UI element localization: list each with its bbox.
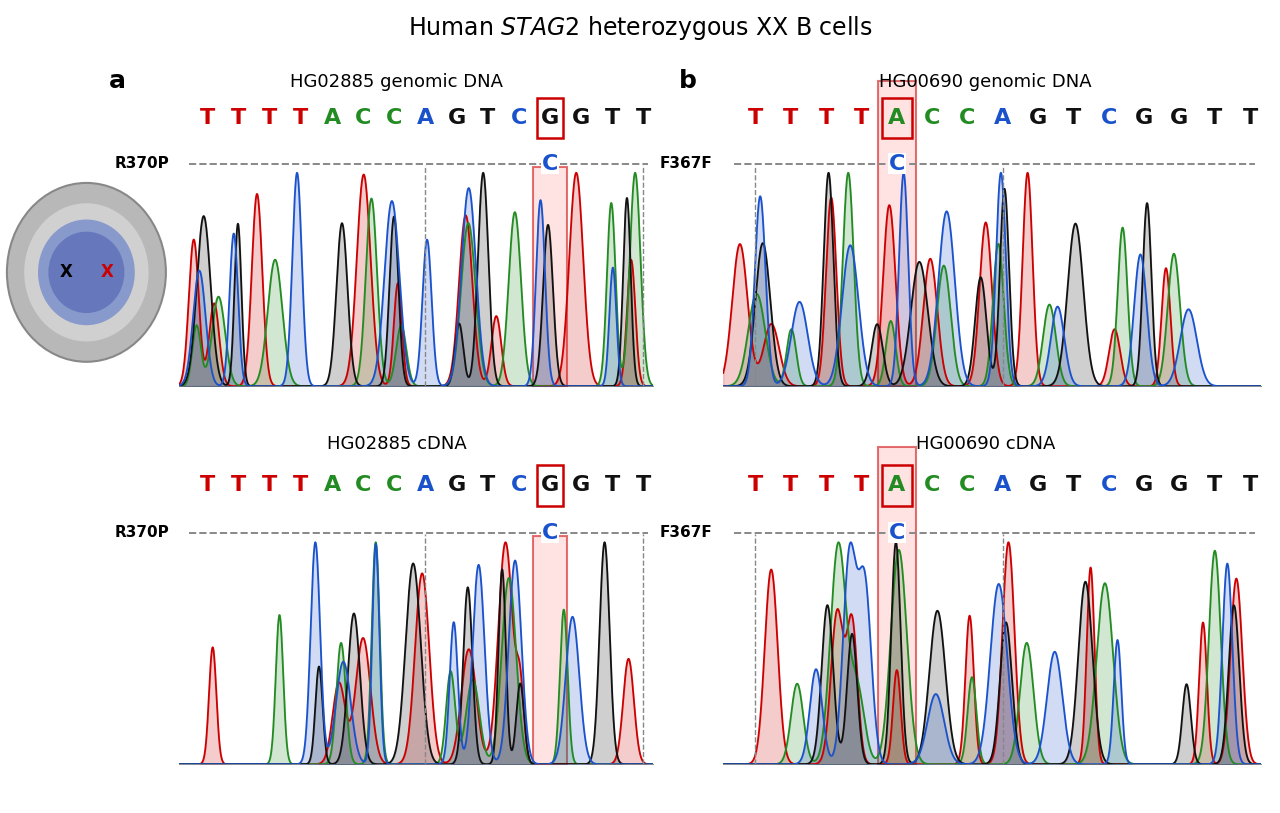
- Ellipse shape: [6, 183, 166, 362]
- Text: T: T: [232, 108, 246, 128]
- Text: G: G: [572, 108, 590, 128]
- Text: T: T: [262, 108, 278, 128]
- Text: T: T: [604, 108, 620, 128]
- Text: HG02885 cDNA: HG02885 cDNA: [326, 435, 467, 453]
- Text: T: T: [854, 475, 869, 495]
- Text: C: C: [387, 108, 402, 128]
- Text: T: T: [748, 108, 763, 128]
- Text: A: A: [324, 475, 340, 495]
- Text: C: C: [511, 108, 527, 128]
- Text: T: T: [636, 475, 652, 495]
- Text: G: G: [448, 475, 466, 495]
- Bar: [534, 536, 567, 764]
- Text: T: T: [200, 475, 215, 495]
- Ellipse shape: [38, 220, 134, 325]
- Bar: [878, 447, 915, 764]
- Text: T: T: [480, 475, 495, 495]
- Text: T: T: [854, 108, 869, 128]
- Text: R370P: R370P: [115, 156, 170, 171]
- Text: C: C: [888, 523, 905, 543]
- Text: T: T: [1066, 108, 1082, 128]
- Bar: [882, 98, 911, 137]
- Text: T: T: [818, 108, 833, 128]
- Text: G: G: [1170, 108, 1189, 128]
- Text: A: A: [417, 108, 434, 128]
- Bar: [878, 81, 915, 386]
- Text: T: T: [1066, 475, 1082, 495]
- Text: C: C: [541, 523, 558, 543]
- Text: HG00690 genomic DNA: HG00690 genomic DNA: [879, 73, 1092, 91]
- Text: C: C: [541, 154, 558, 174]
- Text: C: C: [924, 108, 941, 128]
- Text: T: T: [200, 108, 215, 128]
- Text: C: C: [1101, 108, 1117, 128]
- Text: T: T: [783, 475, 799, 495]
- Text: C: C: [959, 108, 975, 128]
- Bar: [882, 464, 911, 506]
- Text: T: T: [232, 475, 246, 495]
- Text: G: G: [1135, 108, 1153, 128]
- Text: C: C: [511, 475, 527, 495]
- Text: F367F: F367F: [659, 525, 713, 541]
- Text: A: A: [995, 108, 1011, 128]
- Text: b: b: [678, 69, 696, 93]
- Text: A: A: [324, 108, 340, 128]
- Text: T: T: [1243, 475, 1258, 495]
- Text: T: T: [783, 108, 799, 128]
- Bar: [536, 464, 563, 506]
- Text: G: G: [1029, 108, 1047, 128]
- Text: A: A: [888, 108, 905, 128]
- Text: T: T: [1207, 475, 1222, 495]
- Text: T: T: [262, 475, 278, 495]
- Text: T: T: [748, 475, 763, 495]
- Text: A: A: [888, 475, 905, 495]
- Bar: [536, 98, 563, 137]
- Text: G: G: [541, 108, 559, 128]
- Text: C: C: [1101, 475, 1117, 495]
- Text: G: G: [541, 475, 559, 495]
- Text: G: G: [1170, 475, 1189, 495]
- Text: R370P: R370P: [115, 525, 170, 541]
- Text: X: X: [101, 263, 114, 281]
- Text: T: T: [480, 108, 495, 128]
- Text: T: T: [1207, 108, 1222, 128]
- Text: G: G: [572, 475, 590, 495]
- Text: C: C: [959, 475, 975, 495]
- Text: T: T: [293, 475, 308, 495]
- Text: G: G: [448, 108, 466, 128]
- Text: C: C: [387, 475, 402, 495]
- Text: X: X: [59, 263, 72, 281]
- Text: HG02885 genomic DNA: HG02885 genomic DNA: [291, 73, 503, 91]
- Ellipse shape: [24, 203, 148, 341]
- Text: T: T: [1243, 108, 1258, 128]
- Text: T: T: [604, 475, 620, 495]
- Ellipse shape: [49, 232, 124, 313]
- Text: G: G: [1135, 475, 1153, 495]
- Text: C: C: [355, 108, 371, 128]
- Text: C: C: [355, 475, 371, 495]
- Text: Human $\it{STAG2}$ heterozygous XX B cells: Human $\it{STAG2}$ heterozygous XX B cel…: [407, 15, 873, 42]
- Text: HG00690 cDNA: HG00690 cDNA: [916, 435, 1055, 453]
- Text: C: C: [924, 475, 941, 495]
- Text: T: T: [293, 108, 308, 128]
- Text: C: C: [888, 154, 905, 174]
- Text: a: a: [109, 69, 125, 93]
- Text: A: A: [417, 475, 434, 495]
- Text: T: T: [818, 475, 833, 495]
- Text: T: T: [636, 108, 652, 128]
- Text: A: A: [995, 475, 1011, 495]
- Text: G: G: [1029, 475, 1047, 495]
- Text: F367F: F367F: [659, 156, 713, 171]
- Bar: [534, 167, 567, 386]
